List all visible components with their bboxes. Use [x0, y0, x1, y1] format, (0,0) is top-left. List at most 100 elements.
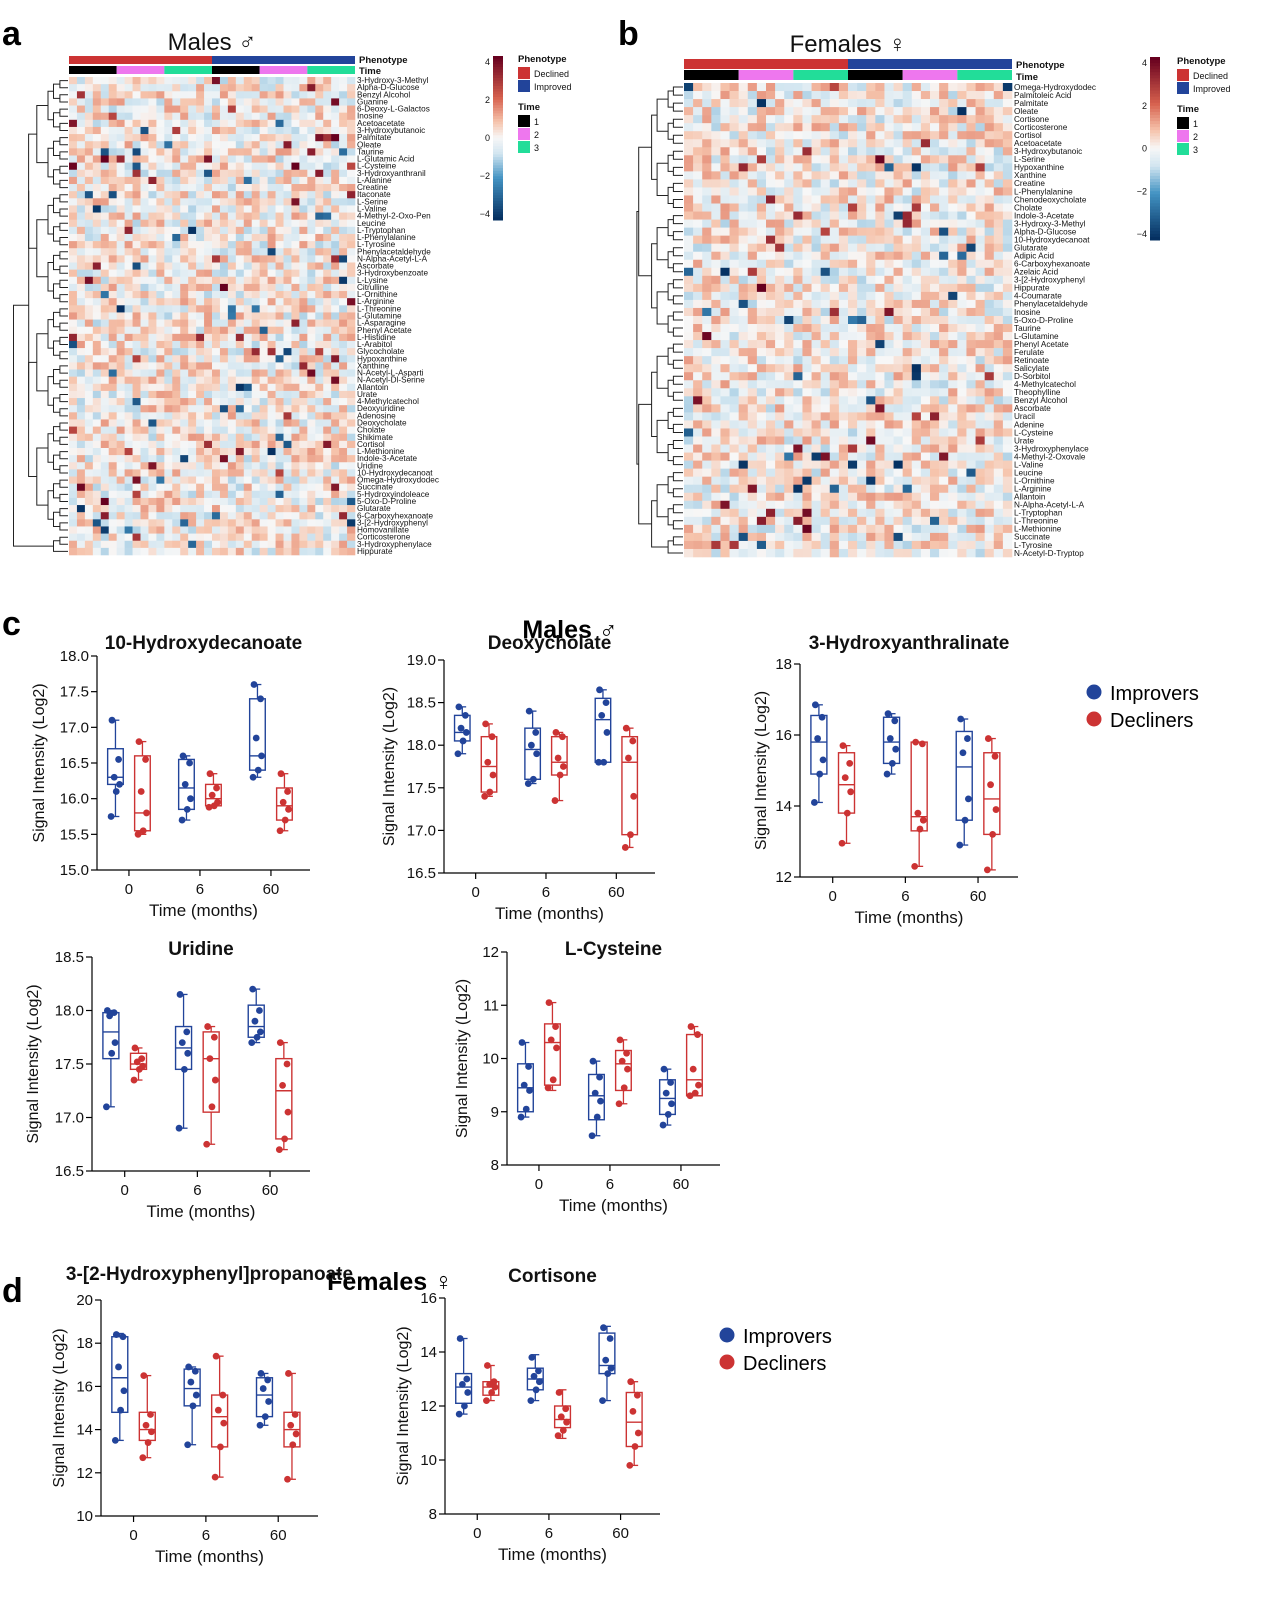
heatmap-cell	[902, 468, 913, 477]
heatmap-cell	[315, 112, 324, 121]
heatmap-cell	[227, 155, 237, 163]
heatmap-cell	[259, 497, 268, 506]
heatmap-cell	[339, 340, 348, 349]
heatmap-cell	[243, 98, 253, 106]
heatmap-cell	[857, 275, 867, 285]
heatmap-cell	[69, 233, 78, 242]
heatmap-cell	[124, 326, 133, 335]
heatmap-cell	[948, 195, 958, 204]
heatmap-cell	[212, 519, 221, 527]
heatmap-cell	[738, 291, 749, 301]
heatmap-cell	[227, 505, 237, 513]
heatmap-cell	[738, 171, 749, 180]
heatmap-cell	[930, 123, 940, 132]
heatmap-cell	[720, 235, 730, 244]
heatmap-cell	[857, 91, 867, 100]
heatmap-cell	[299, 405, 308, 413]
heatmap-cell	[747, 259, 758, 269]
heatmap-cell	[720, 315, 730, 325]
heatmap-cell	[188, 405, 197, 413]
heatmap-cell	[802, 444, 812, 453]
dendrogram-branch	[47, 433, 54, 463]
heatmap-cell	[108, 255, 117, 263]
heatmap-cell	[259, 291, 268, 299]
dendrogram-branch	[59, 351, 68, 360]
heatmap-cell	[1002, 356, 1013, 365]
heatmap-cell	[738, 83, 749, 92]
heatmap-cell	[720, 500, 730, 510]
heatmap-cell	[948, 283, 958, 293]
heatmap-cell	[283, 126, 292, 135]
heatmap-cell	[948, 171, 958, 180]
heatmap-cell	[227, 105, 237, 113]
heatmap-cell	[172, 376, 181, 385]
heatmap-cell	[259, 505, 268, 513]
heatmap-cell	[124, 219, 133, 228]
heatmap-cell	[693, 444, 703, 453]
heatmap-row-label: Phenyl Acetate	[1014, 340, 1069, 349]
heatmap-cell	[235, 91, 245, 99]
heatmap-cell	[857, 219, 867, 228]
heatmap-cell	[69, 540, 78, 549]
heatmap-cell	[829, 107, 840, 116]
heatmap-cell	[108, 383, 117, 392]
heatmap-cell	[132, 376, 141, 385]
heatmap-cell	[930, 364, 940, 373]
heatmap-cell	[291, 198, 300, 206]
heatmap-cell	[975, 532, 985, 542]
heatmap-cell	[212, 176, 221, 185]
heatmap-cell	[156, 547, 165, 556]
heatmap-cell	[156, 162, 165, 171]
heatmap-cell	[291, 191, 300, 199]
heatmap-cell	[820, 243, 831, 253]
heatmap-cell	[164, 155, 173, 163]
heatmap-cell	[693, 131, 703, 140]
heatmap-row-label: Hypoxanthine	[1014, 163, 1065, 172]
dendrogram-branch	[53, 369, 60, 385]
heatmap-cell	[802, 131, 812, 140]
heatmap-cell	[848, 291, 858, 301]
heatmap-cell	[720, 195, 730, 204]
color-scale-step	[1150, 221, 1160, 226]
heatmap-cell	[993, 291, 1004, 301]
heatmap-cell	[188, 126, 197, 135]
heatmap-cell	[124, 483, 133, 492]
heatmap-cell	[811, 155, 821, 164]
heatmap-cell	[164, 412, 173, 420]
heatmap-cell	[857, 107, 867, 116]
heatmap-cell	[275, 305, 284, 313]
heatmap-cell	[811, 364, 821, 373]
heatmap-cell	[875, 468, 885, 477]
heatmap-cell	[116, 540, 125, 549]
color-scale-step	[493, 105, 503, 109]
heatmap-cell	[775, 540, 785, 550]
heatmap-cell	[957, 227, 967, 236]
heatmap-cell	[948, 219, 958, 228]
heatmap-cell	[219, 191, 229, 199]
heatmap-cell	[100, 490, 110, 499]
dendrogram-branch	[59, 151, 68, 160]
color-scale-step	[493, 80, 503, 84]
heatmap-cell	[966, 324, 976, 333]
heatmap-cell	[966, 163, 976, 172]
heatmap-cell	[802, 396, 812, 405]
heatmap-cell	[323, 326, 332, 335]
heatmap-cell	[148, 340, 157, 349]
heatmap-cell	[875, 179, 885, 188]
dendrogram-branch	[656, 98, 669, 132]
heatmap-cell	[766, 548, 776, 558]
heatmap-cell	[204, 276, 213, 285]
heatmap-cell	[729, 532, 739, 542]
heatmap-cell	[902, 123, 913, 132]
heatmap-cell	[283, 312, 292, 320]
dendrogram-branch	[59, 237, 68, 246]
heatmap-cell	[92, 476, 102, 484]
heatmap-cell	[875, 380, 885, 389]
color-scale-step	[1150, 121, 1160, 125]
heatmap-cell	[875, 163, 885, 172]
heatmap-cell	[76, 305, 86, 313]
heatmap-cell	[92, 126, 102, 135]
heatmap-cell	[966, 299, 976, 309]
heatmap-cell	[84, 169, 94, 178]
heatmap-cell	[820, 532, 831, 542]
